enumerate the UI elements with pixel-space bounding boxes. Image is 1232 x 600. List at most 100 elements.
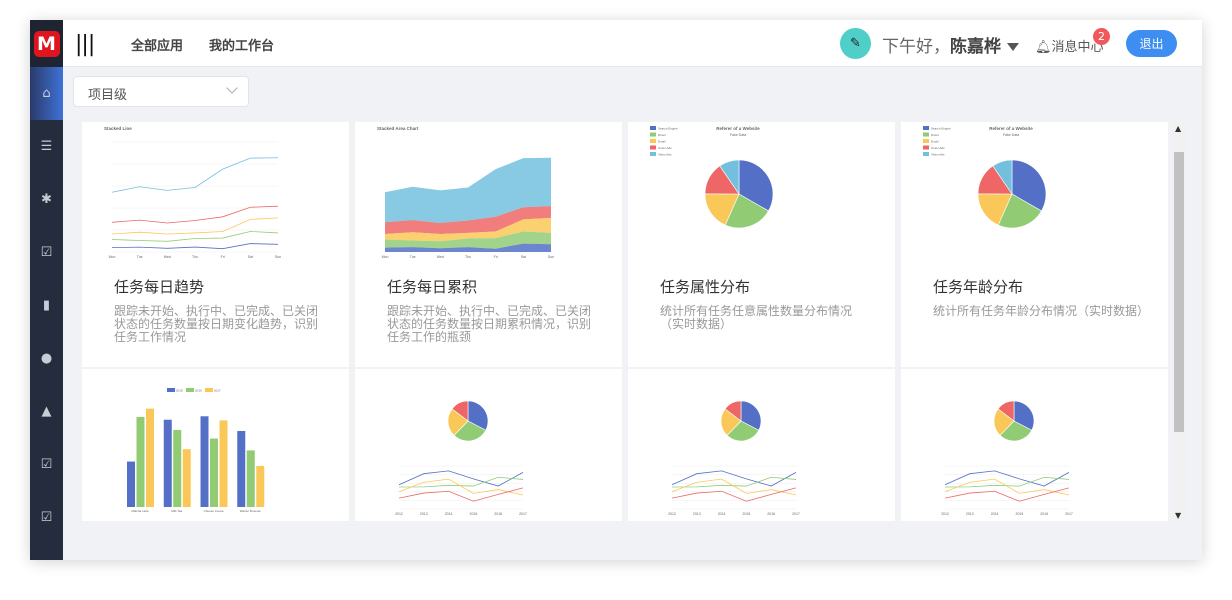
area-band [385,231,551,249]
message-count-badge: 2 [1093,28,1110,45]
nav-my-workbench[interactable]: 我的工作台 [209,39,275,54]
thumb-label: Direct [931,133,939,137]
area-band [385,206,551,235]
bar [237,430,246,507]
report-card[interactable]: 2015 2016 2017 Matcha Latte Milk Tea Cheese C… [82,369,349,521]
report-card[interactable]: Stacked Line Mon Tue Wed Thu Fri Sat Sun 任务每日趋势跟… [82,122,349,367]
sidebar-item[interactable]: ▲ [30,385,63,438]
report-card[interactable]: 2012 2013 2014 2015 2016 2017 [628,369,895,521]
thumb-label: 2014 [991,512,999,516]
scrollbar-thumb[interactable] [1174,152,1184,432]
sidebar-item[interactable]: ☑ [30,491,63,544]
thumb-label: Fake Data [1003,133,1019,137]
chevron-down-icon [226,82,238,94]
thumb-label: Referer of a Website [989,126,1033,131]
thumb-label: 2015 [1016,512,1024,516]
bell-icon: 🔔︎ [1035,40,1052,55]
scroll-down-icon[interactable]: ▼ [1175,511,1182,520]
thumb-label: Milk Tea [171,509,182,513]
report-card[interactable]: 2012 2013 2014 2015 2016 2017 [355,369,622,521]
menu-toggle-icon[interactable]: ||| [75,32,95,57]
chart-thumbnail: 2012 2013 2014 2015 2016 2017 [395,400,527,516]
thumb-label: Cheese Cocoa [204,509,224,513]
series-line [671,487,797,502]
legend-swatch [650,132,656,137]
sidebar-item[interactable]: ✱ [30,173,63,226]
bar [210,438,218,507]
nav-all-apps[interactable]: 全部应用 [131,39,184,54]
thumb-label: Union Ads [931,146,945,150]
report-card[interactable]: Referer of a Website Fake Data Search Engi… [901,122,1168,367]
legend-swatch [167,388,175,392]
thumb-label: Thu [192,255,198,259]
series-line [944,478,1070,496]
thumb-label: Search Engine [931,127,951,131]
clipboard-check-icon: ☑ [40,245,53,260]
chart-thumbnail: 2012 2013 2014 2015 2016 2017 [941,400,1073,516]
thumb-label: 2015 [470,512,478,516]
pie-slice [977,193,1013,226]
thumb-label: Fake Data [730,133,746,137]
globe-icon: ● [40,351,53,366]
card-description: 统计所有任务年龄分布情况（实时数据） [933,304,1150,318]
app-logo[interactable]: M [30,20,63,67]
report-card[interactable]: 2012 2013 2014 2015 2016 2017 [901,369,1168,521]
sidebar-item[interactable]: ● [30,332,63,385]
home-icon: ⌂ [42,86,51,101]
user-menu[interactable]: 下午好，陈嘉桦 [882,32,1019,57]
bug-icon: ✱ [41,192,52,207]
thumb-label: 2014 [718,512,726,516]
thumb-label: 2016 [1040,512,1048,516]
thumb-label: Fri [221,255,225,259]
pie-slice [1013,400,1035,431]
scroll-up-icon[interactable]: ▲ [1175,124,1182,133]
bar-chart-icon: ▮ [42,298,51,313]
logout-button[interactable]: 退出 [1126,30,1177,57]
legend-swatch [923,152,929,156]
pie-slice [467,400,489,431]
thumb-label: Sat [521,255,526,259]
pie-slice [997,400,1015,422]
legend-swatch [205,388,213,392]
sidebar-item[interactable]: ▮ [30,279,63,332]
thumb-label: 2017 [214,389,221,393]
chart-thumbnail: Referer of a Website Fake Data Search Engi… [923,126,1047,229]
thumb-label: 2017 [1065,512,1073,516]
series-line [671,478,797,496]
thumb-label: Sat [248,255,253,259]
thumb-label: Stacked Line [104,126,132,131]
thumb-label: 2016 [767,512,775,516]
avatar[interactable]: ✎ [840,28,871,59]
card-description: 跟踪未开始、执行中、已完成、已关闭状态的任务数量按日期变化趋势，识别任务工作情况 [114,304,319,344]
sidebar-item[interactable]: ☰ [30,120,63,173]
report-card[interactable]: Stacked Area Chart Mon Tue Wed Thu Fri Sat Sun 任… [355,122,622,367]
thumb-label: Fri [494,255,498,259]
legend-swatch [650,139,656,143]
legend-swatch [923,126,929,130]
thumb-label: Email [658,140,666,144]
sidebar-item[interactable]: ⌂ [30,67,63,120]
thumb-label: Referer of a Website [716,126,760,131]
message-center-link[interactable]: 🔔︎消息中心 [1035,40,1104,55]
user-icon: ▲ [41,404,52,419]
card-title: 任务每日累积 [387,278,478,296]
series-line [111,157,279,193]
thumb-label: Search Engine [658,127,678,131]
thumb-label: Email [931,140,939,144]
area-band [385,157,551,224]
bar [163,419,172,507]
report-card[interactable]: Referer of a Website Fake Data Search Engi… [628,122,895,367]
thumb-label: Union Ads [658,146,672,150]
bar [173,429,182,507]
series-line [111,231,279,242]
app-window: M ⌂ ☰ ✱ ☑ ▮ ● ▲ ☑ ☑ ||| 全部应用 我的工作台 ✎ 下午好，陈嘉桦 🔔︎消… [30,20,1202,560]
sidebar-item[interactable]: ☑ [30,226,63,279]
thumb-label: Tue [410,255,416,259]
sidebar-item[interactable]: ☑ [30,438,63,491]
scrollbar[interactable]: ▲ ▼ [1172,122,1186,522]
level-select[interactable]: 项目级 [73,76,249,107]
series-line [398,487,524,502]
clipboard-check-icon: ☑ [40,457,53,472]
series-line [111,243,279,250]
user-name: 陈嘉桦 [950,37,1001,57]
